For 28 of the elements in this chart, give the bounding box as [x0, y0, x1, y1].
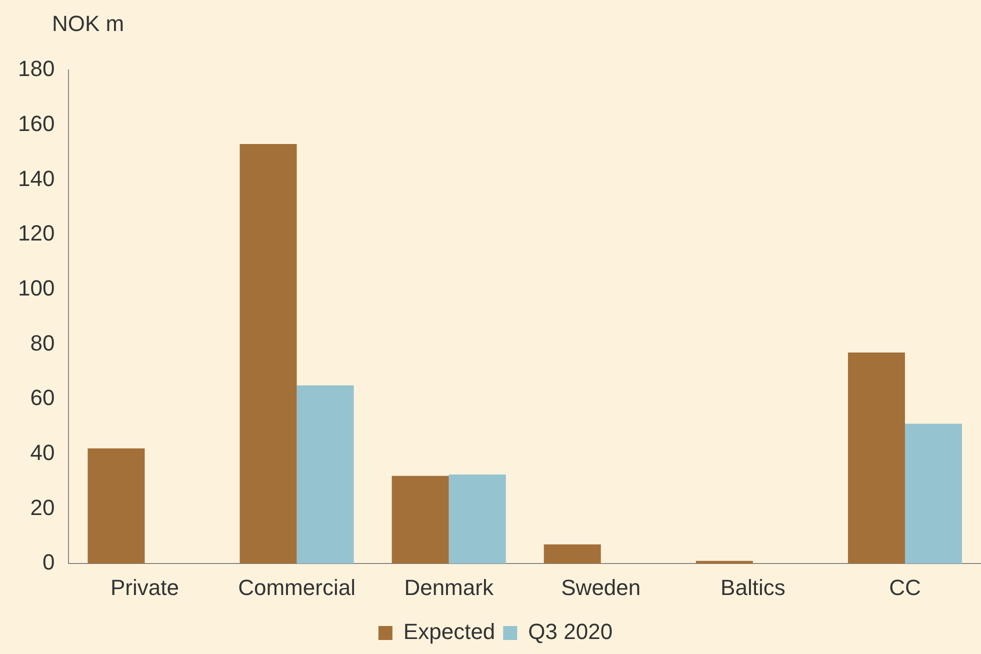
bar — [240, 144, 297, 564]
bar — [904, 424, 962, 564]
y-tick-label: 100 — [18, 275, 55, 300]
y-tick-label: 60 — [30, 385, 55, 410]
bar — [448, 474, 506, 564]
y-tick-label: 140 — [18, 166, 55, 191]
x-tick-label: Baltics — [720, 574, 786, 600]
y-tick-label: 80 — [30, 330, 55, 356]
y-axis-title: NOK m — [52, 11, 124, 36]
y-tick-label: 20 — [30, 494, 55, 520]
x-tick-label: CC — [889, 574, 921, 600]
x-tick-label: Sweden — [561, 574, 641, 600]
bar — [296, 385, 354, 564]
bar — [392, 476, 449, 564]
legend-label: Q3 2020 — [528, 619, 613, 644]
x-tick-label: Private — [110, 574, 179, 600]
bar — [848, 352, 905, 564]
y-tick-label: 120 — [18, 220, 55, 246]
x-tick-label: Denmark — [404, 574, 494, 600]
bar — [696, 560, 753, 564]
bar — [544, 544, 601, 564]
y-tick-label: 40 — [30, 440, 55, 465]
bar — [88, 448, 145, 564]
x-tick-label: Commercial — [238, 574, 356, 600]
y-tick-label: 0 — [42, 550, 55, 575]
y-tick-label: 160 — [18, 110, 55, 136]
legend-label: Expected — [403, 619, 496, 644]
y-tick-label: 180 — [18, 56, 55, 82]
